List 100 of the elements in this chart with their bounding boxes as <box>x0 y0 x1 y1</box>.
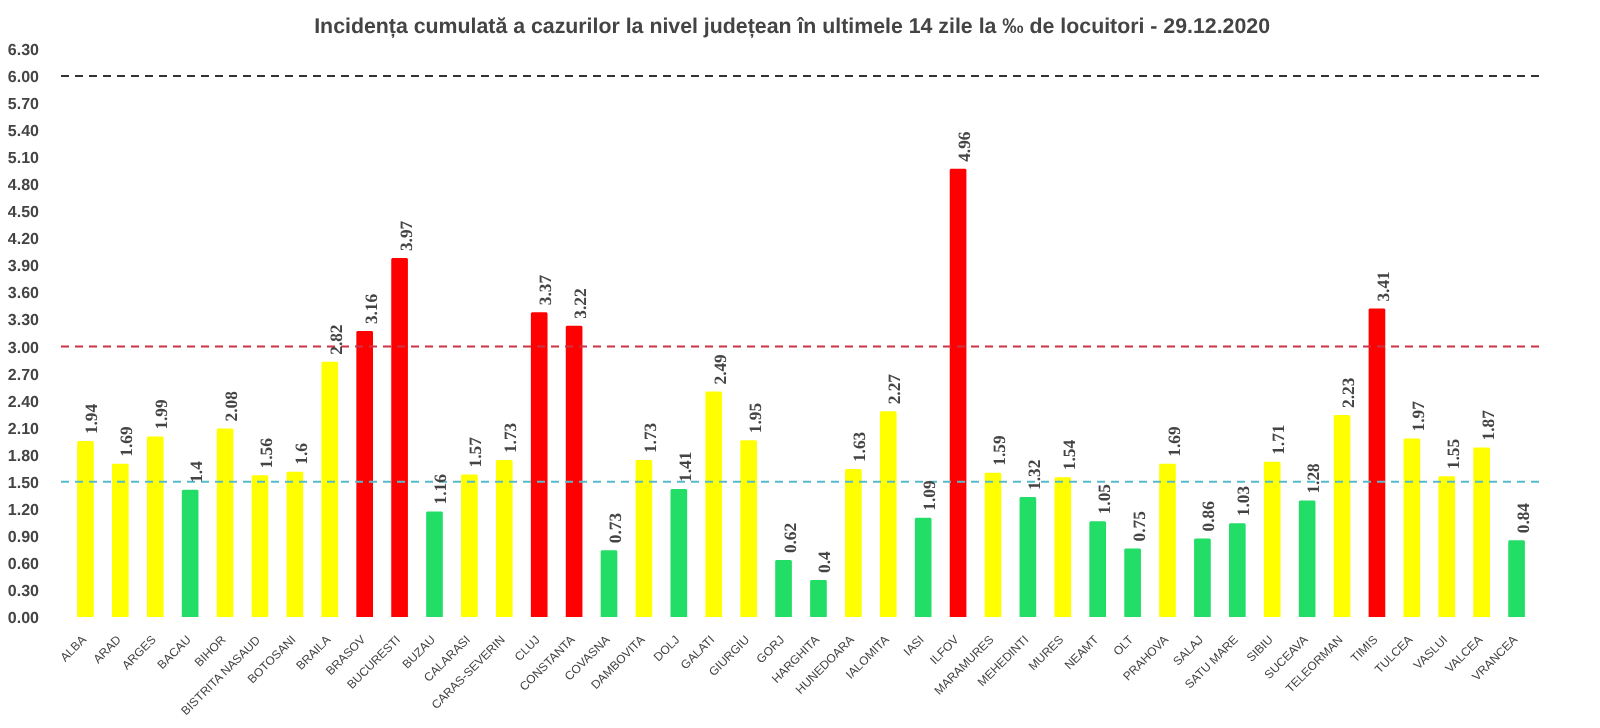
data-label: 3.37 <box>535 273 556 306</box>
data-label: 1.55 <box>1442 437 1463 470</box>
bar <box>1508 540 1525 617</box>
data-label: 2.08 <box>221 389 242 422</box>
data-label: 1.32 <box>1023 459 1044 490</box>
data-label: 1.99 <box>151 397 172 430</box>
data-label: 2.49 <box>709 352 730 385</box>
y-tick-label: 4.80 <box>7 176 41 195</box>
bar <box>216 428 234 617</box>
bar <box>705 391 723 617</box>
y-tick-label: 1.20 <box>7 500 41 519</box>
data-label: 3.97 <box>395 219 416 252</box>
data-label: 1.63 <box>849 430 870 463</box>
data-label: 1.73 <box>639 421 660 454</box>
bar <box>600 550 618 617</box>
bar <box>914 517 932 617</box>
bar <box>251 475 269 617</box>
data-label: 3.16 <box>360 292 381 325</box>
data-label: 1.71 <box>1268 424 1289 455</box>
bar <box>879 411 897 617</box>
y-tick-label: 2.70 <box>7 365 41 384</box>
data-label: 1.54 <box>1058 438 1079 471</box>
bar <box>810 579 827 617</box>
bar <box>1263 461 1281 617</box>
bar <box>740 440 757 617</box>
y-tick-label: 6.30 <box>7 41 41 59</box>
data-label: 1.6 <box>290 441 311 465</box>
data-label: 0.62 <box>779 522 800 554</box>
data-label: 0.73 <box>605 511 626 544</box>
data-label: 1.28 <box>1303 461 1324 494</box>
y-tick-label: 5.10 <box>7 149 41 168</box>
bar <box>112 463 129 617</box>
bar <box>1403 438 1421 617</box>
data-label: 2.23 <box>1338 376 1359 408</box>
y-tick-label: 4.50 <box>7 203 41 222</box>
y-tick-label: 0.30 <box>7 581 41 600</box>
bar <box>1194 538 1211 617</box>
bar <box>146 436 164 617</box>
bar <box>1019 496 1037 617</box>
bar <box>321 361 339 617</box>
y-tick-label: 5.40 <box>7 122 41 141</box>
bar <box>1124 548 1141 617</box>
data-label: 1.41 <box>674 451 695 482</box>
bar <box>949 168 967 617</box>
data-label: 1.03 <box>1233 484 1254 517</box>
y-tick-label: 3.60 <box>7 284 41 303</box>
bar <box>391 258 408 617</box>
y-tick-label: 3.30 <box>7 311 41 330</box>
data-label: 1.05 <box>1093 482 1114 515</box>
y-tick-label: 5.70 <box>7 95 41 114</box>
data-label: 3.41 <box>1372 271 1393 302</box>
data-label: 0.86 <box>1198 499 1219 532</box>
bar <box>1473 447 1490 617</box>
data-label: 1.09 <box>919 479 940 511</box>
data-label: 4.96 <box>954 130 975 162</box>
data-label: 1.4 <box>186 459 207 483</box>
data-label: 0.4 <box>814 549 835 573</box>
data-label: 1.57 <box>465 435 486 468</box>
data-label: 1.59 <box>988 434 1009 466</box>
y-tick-label: 1.80 <box>7 446 41 465</box>
bar <box>565 325 583 617</box>
bar <box>635 460 653 617</box>
y-tick-label: 3.00 <box>7 338 41 357</box>
data-label: 1.69 <box>116 424 137 457</box>
y-tick-label: 0.60 <box>7 554 41 573</box>
data-label: 1.87 <box>1477 408 1498 441</box>
bar <box>1298 500 1316 617</box>
data-label: 1.56 <box>255 436 276 469</box>
data-label: 0.75 <box>1128 509 1149 542</box>
bar <box>495 460 513 617</box>
y-tick-label: 3.90 <box>7 257 41 276</box>
bar <box>77 441 94 617</box>
data-label: 1.73 <box>500 421 521 454</box>
bar <box>1054 477 1072 617</box>
data-label: 1.95 <box>744 401 765 434</box>
y-tick-label: 0.90 <box>7 527 41 546</box>
bar <box>1089 521 1107 617</box>
bar <box>1438 476 1456 617</box>
data-label: 1.94 <box>81 402 102 435</box>
bar <box>356 331 374 617</box>
bar <box>1368 308 1386 617</box>
bar <box>461 474 478 617</box>
data-label: 0.84 <box>1512 501 1533 534</box>
y-tick-label: 1.50 <box>7 473 41 492</box>
bar <box>670 488 688 617</box>
bar <box>775 560 792 617</box>
y-tick-label: 2.40 <box>7 392 41 411</box>
data-label: 1.69 <box>1163 424 1184 457</box>
bar <box>1333 414 1351 617</box>
data-label: 3.22 <box>570 288 591 319</box>
bar <box>426 511 443 617</box>
bar <box>181 489 199 617</box>
bar <box>984 472 1002 617</box>
bar <box>845 469 862 617</box>
bar <box>1228 523 1246 617</box>
y-tick-label: 0.00 <box>7 609 41 627</box>
data-label: 2.82 <box>325 324 346 355</box>
data-label: 1.97 <box>1407 399 1428 432</box>
bar <box>530 312 548 617</box>
data-label: 1.16 <box>430 472 451 505</box>
